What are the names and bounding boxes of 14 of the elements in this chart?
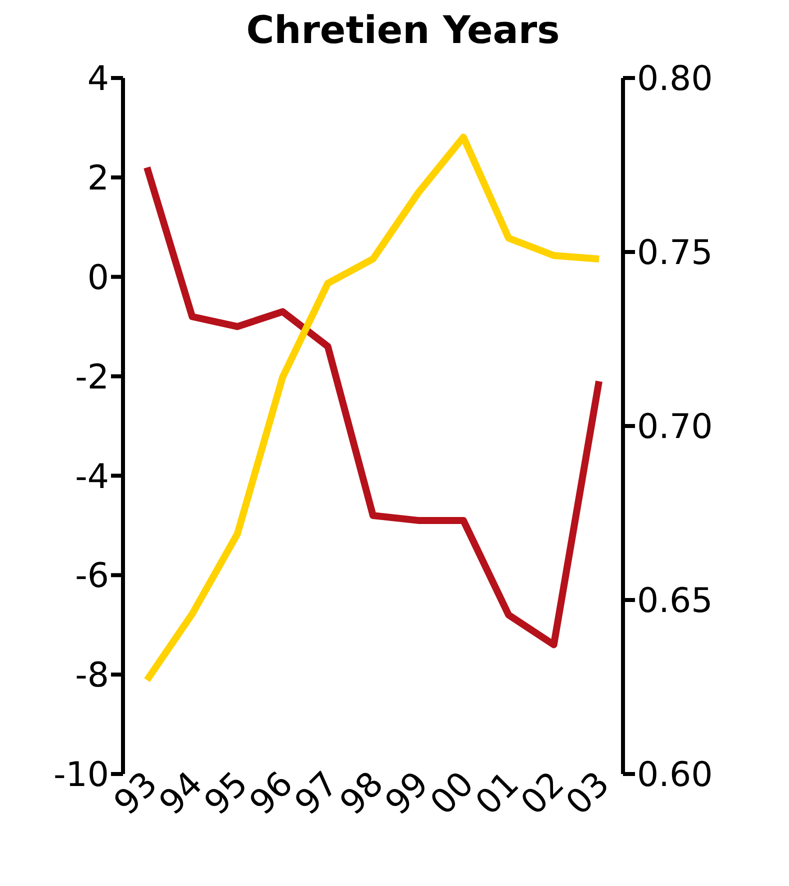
y-tick-label: 4 bbox=[87, 59, 109, 100]
y2-tick-label: 0.65 bbox=[637, 581, 713, 622]
y2-tick-label: 0.70 bbox=[637, 407, 713, 448]
y-tick-label: -8 bbox=[75, 656, 109, 696]
y2-tick-label: 0.80 bbox=[637, 59, 713, 100]
y-tick-label: -2 bbox=[75, 357, 109, 398]
y-tick-label: 2 bbox=[87, 158, 109, 198]
y-tick-label: -6 bbox=[75, 556, 109, 596]
y-tick-label: 0 bbox=[87, 258, 109, 298]
y-tick-label: -4 bbox=[75, 456, 109, 497]
y2-tick-label: 0.75 bbox=[637, 233, 713, 274]
y2-tick-label: 0.60 bbox=[637, 755, 713, 796]
y-tick-label: -10 bbox=[53, 755, 109, 796]
chart-title: Chretien Years bbox=[246, 8, 560, 52]
